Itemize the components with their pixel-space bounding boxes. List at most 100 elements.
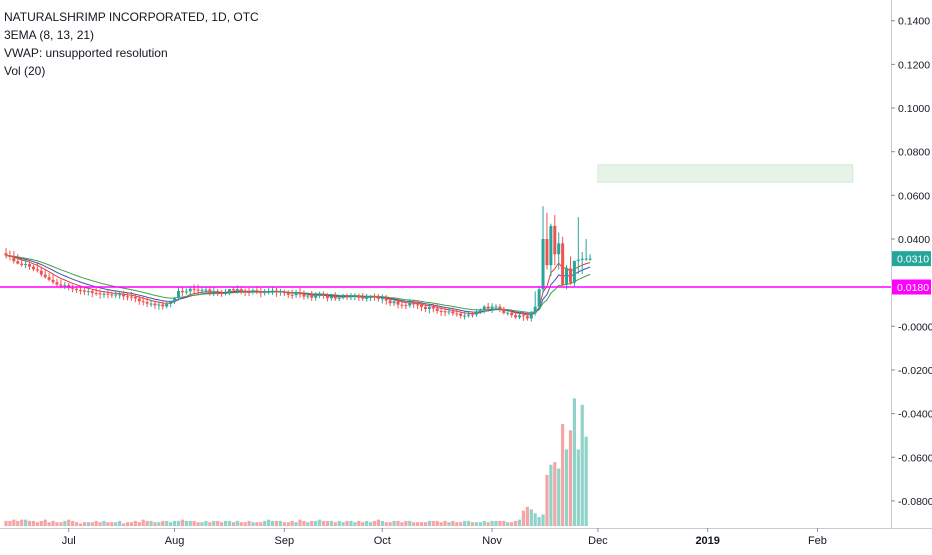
candle-body xyxy=(122,294,126,297)
volume-bar xyxy=(63,520,67,526)
candle-body xyxy=(282,291,286,294)
volume-bar xyxy=(361,522,365,526)
volume-bar xyxy=(439,522,443,526)
candle-body xyxy=(451,311,455,314)
volume-bar xyxy=(451,520,455,526)
candle-body xyxy=(514,315,518,318)
volume-bar xyxy=(533,513,537,526)
time-axis[interactable]: Jul Aug Sep Oct Nov Dec 2019 Feb xyxy=(62,528,827,547)
candle-body xyxy=(255,290,259,292)
volume-bar xyxy=(55,522,59,526)
candle-body xyxy=(294,292,298,296)
candle-body xyxy=(455,313,459,315)
candle-body xyxy=(541,238,545,290)
volume-bar xyxy=(4,520,8,526)
volume-bar xyxy=(337,520,341,526)
candle-body xyxy=(43,274,47,278)
candle-body xyxy=(565,268,569,285)
volume-bar xyxy=(553,462,557,526)
candle-body xyxy=(388,300,392,304)
volume-bar xyxy=(423,522,428,526)
candle-body xyxy=(420,304,424,307)
volume-bar xyxy=(86,522,90,526)
candle-body xyxy=(416,304,420,306)
candle-body xyxy=(184,291,188,293)
volume-bar xyxy=(380,520,384,526)
candle-body xyxy=(137,298,141,302)
price-tick-label: 0.1200 xyxy=(898,59,930,71)
volume-bar xyxy=(125,522,130,526)
volume-bar xyxy=(141,519,145,526)
volume-bar xyxy=(169,522,173,526)
candle-body xyxy=(110,294,114,296)
candle-body xyxy=(82,290,86,292)
candle-body xyxy=(396,301,400,305)
volume-bar xyxy=(106,522,110,526)
volume-bar xyxy=(247,520,251,526)
volume-bar xyxy=(568,430,573,526)
volume-bar xyxy=(561,423,565,526)
candle-body xyxy=(318,294,322,296)
volume-bar xyxy=(490,520,494,526)
candle-body xyxy=(106,293,110,295)
candle-body xyxy=(467,314,471,316)
candle-body xyxy=(341,296,345,298)
volume-bar xyxy=(314,520,318,526)
volume-bar xyxy=(321,520,326,526)
time-tick-label: Sep xyxy=(275,535,295,547)
volume-bar xyxy=(584,436,588,526)
volume-bar xyxy=(67,519,71,526)
volume-bar xyxy=(145,520,149,526)
volume-bar xyxy=(412,522,416,526)
volume-bar xyxy=(557,468,561,526)
volume-bar xyxy=(580,404,584,526)
volume-bar xyxy=(494,520,498,526)
candle-body xyxy=(235,289,239,291)
candle-body xyxy=(224,292,228,294)
candle-body xyxy=(549,225,553,266)
ema-layer xyxy=(5,255,591,316)
candle-body xyxy=(75,288,79,291)
candle-body xyxy=(310,295,314,298)
volume-bar xyxy=(310,520,314,526)
volume-bar xyxy=(302,520,306,526)
candle-body xyxy=(459,313,463,316)
volume-bar xyxy=(102,520,106,526)
volume-bar xyxy=(459,522,463,526)
candle-body xyxy=(498,306,502,309)
volume-bar xyxy=(564,449,569,526)
candle-body xyxy=(357,295,361,298)
candle-body xyxy=(580,258,584,260)
volume-bar xyxy=(8,520,12,526)
candle-body xyxy=(486,306,490,309)
time-tick-label: Oct xyxy=(374,535,391,547)
candle-body xyxy=(447,311,451,313)
price-tick-label: 0.0600 xyxy=(898,190,930,202)
candle-body xyxy=(16,261,20,264)
candle-body xyxy=(31,266,35,270)
candle-body xyxy=(35,269,39,271)
price-tick-label: -0.0600 xyxy=(898,452,932,464)
candle-body xyxy=(267,291,271,293)
volume-bar xyxy=(357,520,361,526)
volume-bar xyxy=(435,520,439,526)
ema-13-line xyxy=(5,255,591,315)
volume-bar xyxy=(510,522,514,526)
volume-bar xyxy=(478,522,482,526)
candle-body xyxy=(114,294,118,296)
candle-body xyxy=(427,307,431,310)
volume-bar xyxy=(98,522,102,526)
volume-bar xyxy=(267,519,271,526)
volume-bar xyxy=(376,519,380,526)
price-tick-label: -0.0800 xyxy=(898,496,932,508)
candle-body xyxy=(86,291,90,293)
candle-body xyxy=(126,296,130,298)
price-axis[interactable]: 0.1400 0.1200 0.1000 0.0800 0.0600 0.0400 -0.0… xyxy=(891,16,932,508)
candle-body xyxy=(384,298,388,301)
volume-bar xyxy=(404,520,408,526)
candle-body xyxy=(239,289,243,292)
candle-body xyxy=(231,289,235,291)
price-tag-box xyxy=(892,251,931,267)
